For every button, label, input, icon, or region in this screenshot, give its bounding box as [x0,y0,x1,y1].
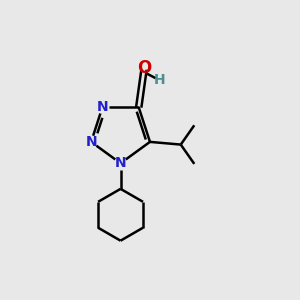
Text: N: N [85,135,97,149]
Text: H: H [154,73,165,87]
Text: O: O [137,59,151,77]
Text: N: N [97,100,108,114]
Text: N: N [115,156,126,170]
